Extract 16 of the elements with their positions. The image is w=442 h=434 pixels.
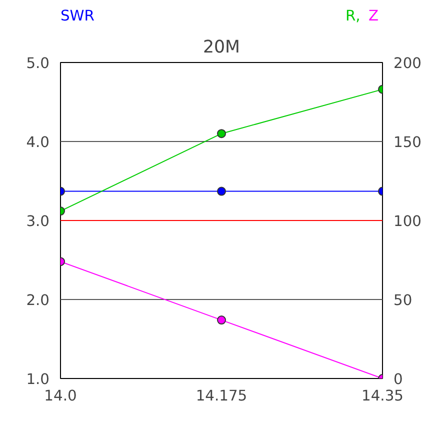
y2-tick-label: 0 bbox=[394, 371, 403, 388]
y-tick-label: 4.0 bbox=[26, 134, 50, 151]
y2-tick-label: 100 bbox=[394, 213, 422, 230]
y-tick-label: 3.0 bbox=[26, 213, 50, 230]
chart-title: 20M bbox=[203, 38, 240, 58]
y2-axis-title: R, Z bbox=[346, 8, 379, 24]
y2-tick-label: 200 bbox=[394, 55, 422, 72]
y2-tick-label: 50 bbox=[394, 292, 412, 309]
y-axis-title: SWR bbox=[60, 8, 94, 24]
y-tick-label: 5.0 bbox=[26, 55, 50, 72]
y-tick-label: 1.0 bbox=[26, 371, 50, 388]
x-tick-label: 14.35 bbox=[362, 388, 404, 404]
y-tick-label: 2.0 bbox=[26, 292, 50, 309]
x-tick-label: 14.0 bbox=[44, 388, 77, 404]
y2-tick-label: 150 bbox=[394, 134, 422, 151]
x-tick-label: 14.175 bbox=[196, 388, 248, 404]
